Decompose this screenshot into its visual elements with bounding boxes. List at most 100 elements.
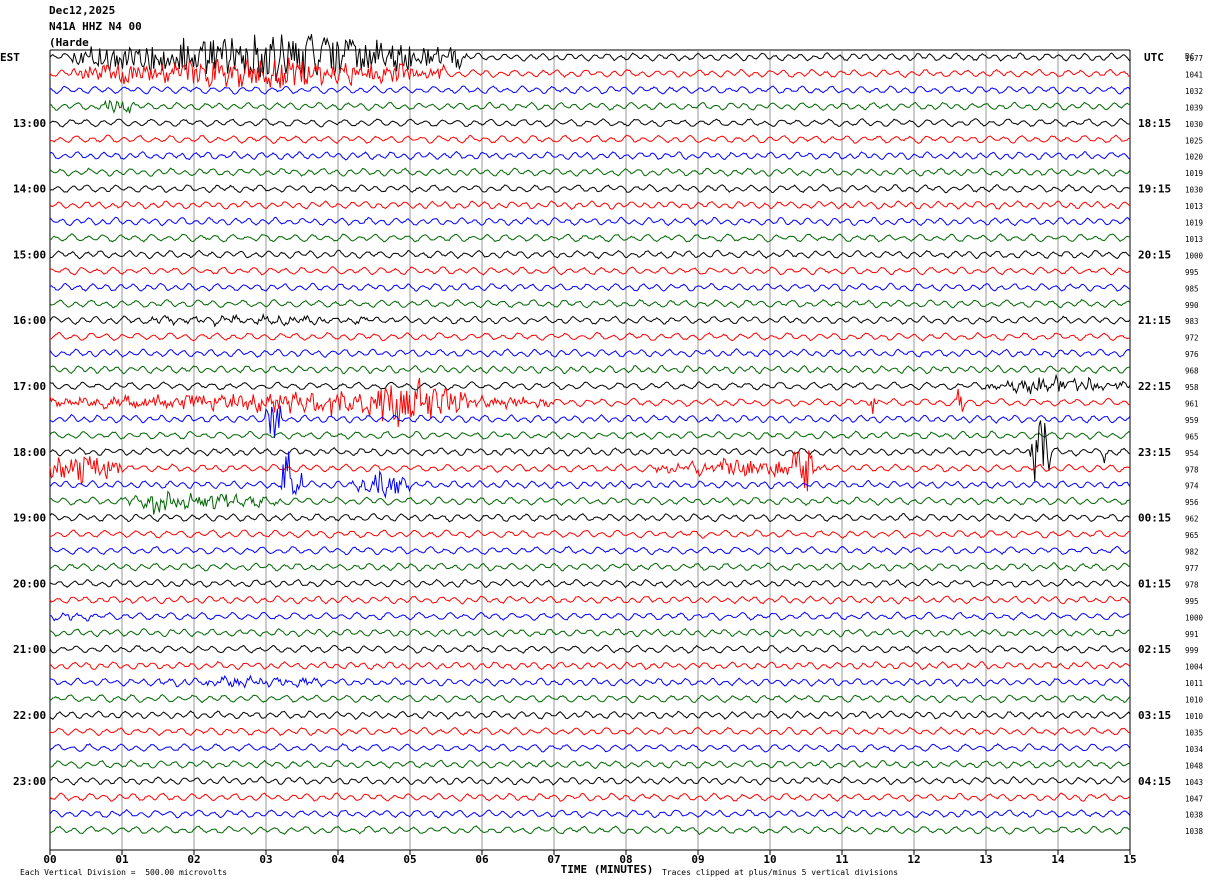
dc-offset-label: 1034 — [1185, 745, 1204, 754]
seismic-trace-row — [49, 167, 1131, 177]
x-tick-label: 01 — [115, 853, 129, 866]
dc-offset-label: 999 — [1185, 646, 1199, 655]
dc-offset-label: 1043 — [1185, 778, 1203, 787]
scale-note: Each Vertical Division = 500.00 microvol… — [20, 868, 228, 877]
right-hour-label: 01:15 — [1138, 577, 1171, 590]
x-tick-label: 10 — [763, 853, 776, 866]
left-hour-label: 15:00 — [13, 248, 46, 261]
dc-offset-label: 985 — [1185, 284, 1199, 293]
seismic-trace-row — [49, 743, 1131, 753]
seismic-trace-row — [49, 34, 1131, 82]
dc-offset-label: 1035 — [1185, 728, 1203, 737]
seismic-trace-row — [49, 200, 1131, 210]
right-hour-label: 18:15 — [1138, 117, 1171, 130]
dc-offset-label: 956 — [1185, 498, 1199, 507]
dc-offset-label: 972 — [1185, 334, 1199, 343]
dc-offset-label: 1010 — [1185, 712, 1204, 721]
dc-offset-label: 976 — [1185, 350, 1199, 359]
dc-offset-label: 965 — [1185, 432, 1199, 441]
seismic-trace-row — [49, 644, 1131, 654]
dc-offset-label: 1011 — [1185, 679, 1203, 688]
dc-offset-label: 1013 — [1185, 235, 1203, 244]
dc-offset-label: 974 — [1185, 482, 1199, 491]
seismic-trace-row — [49, 512, 1131, 523]
dc-offset-label: 1030 — [1185, 120, 1204, 129]
dc-offset-label: 965 — [1185, 531, 1199, 540]
right-hour-label: 20:15 — [1138, 248, 1171, 261]
seismic-trace-row — [49, 373, 1131, 395]
left-hour-label: 23:00 — [13, 775, 46, 788]
dc-offset-label: 954 — [1185, 449, 1199, 458]
left-hour-label: 14:00 — [13, 183, 46, 196]
x-tick-label: 07 — [547, 853, 560, 866]
seismic-trace-row — [49, 85, 1131, 95]
right-hour-label: 19:15 — [1138, 183, 1171, 196]
x-tick-label: 09 — [691, 853, 704, 866]
seismic-trace-row — [49, 377, 1131, 428]
seismic-trace-row — [49, 661, 1131, 671]
seismic-trace-row — [49, 312, 1131, 328]
station-channel: N41A HHZ N4 00 — [49, 20, 142, 33]
left-hour-label: 20:00 — [13, 577, 46, 590]
seismic-trace-row — [49, 578, 1131, 589]
seismic-trace-row — [49, 183, 1131, 194]
dc-offset-label: 1077 — [1185, 54, 1203, 63]
seismic-trace-row — [49, 450, 1131, 492]
x-tick-label: 06 — [475, 853, 489, 866]
seismic-trace-row — [49, 809, 1131, 819]
seismic-trace-row — [49, 430, 1131, 441]
dc-offset-label: 968 — [1185, 367, 1199, 376]
left-hour-label: 18:00 — [13, 446, 46, 459]
left-hour-label: 17:00 — [13, 380, 46, 393]
dc-offset-label: 1010 — [1185, 696, 1204, 705]
dc-offset-label: 962 — [1185, 515, 1199, 524]
station-location: (Harde — [49, 36, 89, 49]
seismic-trace-row — [49, 776, 1131, 786]
seismic-trace-row — [49, 529, 1131, 539]
seismic-trace-row — [49, 298, 1131, 309]
seismic-trace-row — [49, 266, 1131, 276]
seismic-trace-row — [49, 595, 1131, 605]
seismic-trace-row — [49, 216, 1131, 227]
seismic-trace-row — [49, 611, 1131, 622]
dc-column-header: DC — [1185, 52, 1195, 61]
left-hour-label: 19:00 — [13, 512, 46, 525]
left-hour-label: 22:00 — [13, 709, 46, 722]
dc-offset-label: 977 — [1185, 564, 1199, 573]
seismic-trace-row — [49, 249, 1131, 260]
seismic-trace-row — [49, 348, 1131, 358]
seismic-trace-row — [49, 726, 1131, 737]
right-hour-label: 23:15 — [1138, 446, 1171, 459]
dc-offset-label: 1038 — [1185, 811, 1204, 820]
seismic-trace-row — [49, 118, 1131, 128]
x-tick-label: 03 — [259, 853, 272, 866]
dc-offset-label: 990 — [1185, 301, 1199, 310]
dc-offset-label: 991 — [1185, 630, 1199, 639]
seismic-trace-row — [49, 710, 1131, 720]
dc-offset-label: 1032 — [1185, 87, 1203, 96]
dc-offset-label: 1047 — [1185, 794, 1203, 803]
dc-offset-label: 1004 — [1185, 663, 1204, 672]
left-axis-title: EST — [0, 51, 20, 64]
seismic-trace-row — [49, 627, 1131, 638]
dc-offset-label: 1019 — [1185, 219, 1203, 228]
seismic-trace-row — [49, 282, 1131, 293]
dc-offset-label: 978 — [1185, 580, 1199, 589]
dc-offset-label: 958 — [1185, 383, 1199, 392]
clip-note: Traces clipped at plus/minus 5 vertical … — [662, 868, 899, 877]
seismic-trace-row — [50, 233, 1131, 243]
dc-offset-label: 983 — [1185, 317, 1199, 326]
x-tick-label: 14 — [1051, 853, 1065, 866]
seismic-trace-row — [49, 134, 1130, 145]
seismic-trace-row — [49, 150, 1131, 161]
seismic-trace-row — [49, 562, 1131, 572]
dc-offset-label: 1025 — [1185, 136, 1203, 145]
seismic-trace-row — [49, 792, 1131, 802]
seismic-trace-row — [49, 364, 1131, 375]
dc-offset-label: 1038 — [1185, 827, 1204, 836]
x-tick-label: 12 — [907, 853, 920, 866]
x-tick-label: 02 — [187, 853, 200, 866]
dc-offset-label: 959 — [1185, 416, 1199, 425]
dc-offset-label: 995 — [1185, 597, 1199, 606]
dc-offset-label: 1039 — [1185, 103, 1203, 112]
